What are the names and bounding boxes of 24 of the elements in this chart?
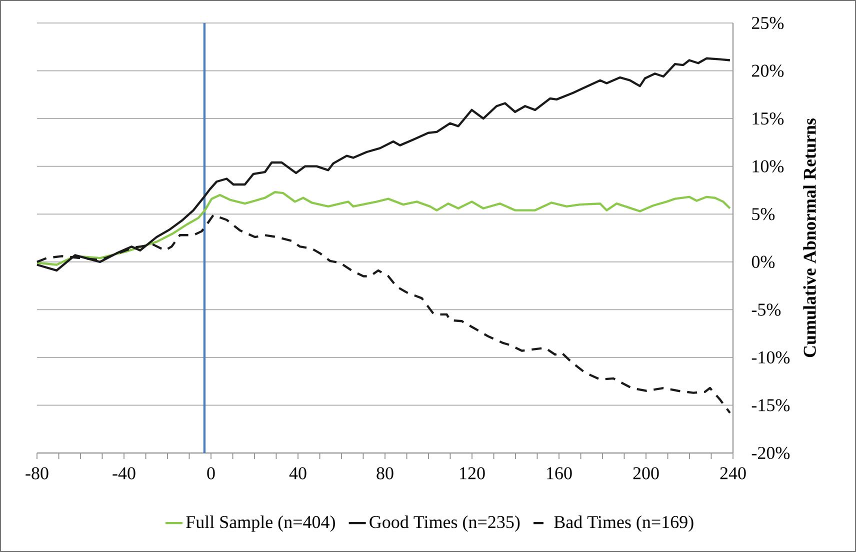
x-tick-label: -40 [112,467,136,480]
y-tick-label: -10% [752,351,790,364]
y-tick-label: -20% [752,446,790,460]
x-tick-label: 200 [633,467,659,480]
x-tick-label: 160 [547,467,572,480]
y-axis-title: Cumulative Abnormal Returns [803,118,816,358]
legend-label: Full Sample (n=404) [186,516,335,532]
y-tick-label: 20% [752,64,784,77]
legend-label: Good Times (n=235) [370,516,520,532]
line-series [36,191,732,266]
y-tick-label: -5% [752,304,781,316]
y-tick-label: 10% [752,160,784,172]
legend-label: Bad Times (n=169) [554,516,694,532]
x-tick-label: 120 [460,467,485,480]
x-tick-label: 0 [207,467,215,480]
y-tick-label: 0% [752,256,775,268]
x-tick-label: 240 [720,467,746,480]
y-tick-label: -15% [752,399,790,412]
y-tick-label: 25% [752,16,784,30]
y-tick-label: 15% [752,112,784,125]
x-tick-label: 80 [376,467,394,480]
y-tick-label: 5% [752,208,775,220]
x-tick-label: -80 [26,467,48,480]
x-tick-label: 40 [289,467,306,480]
